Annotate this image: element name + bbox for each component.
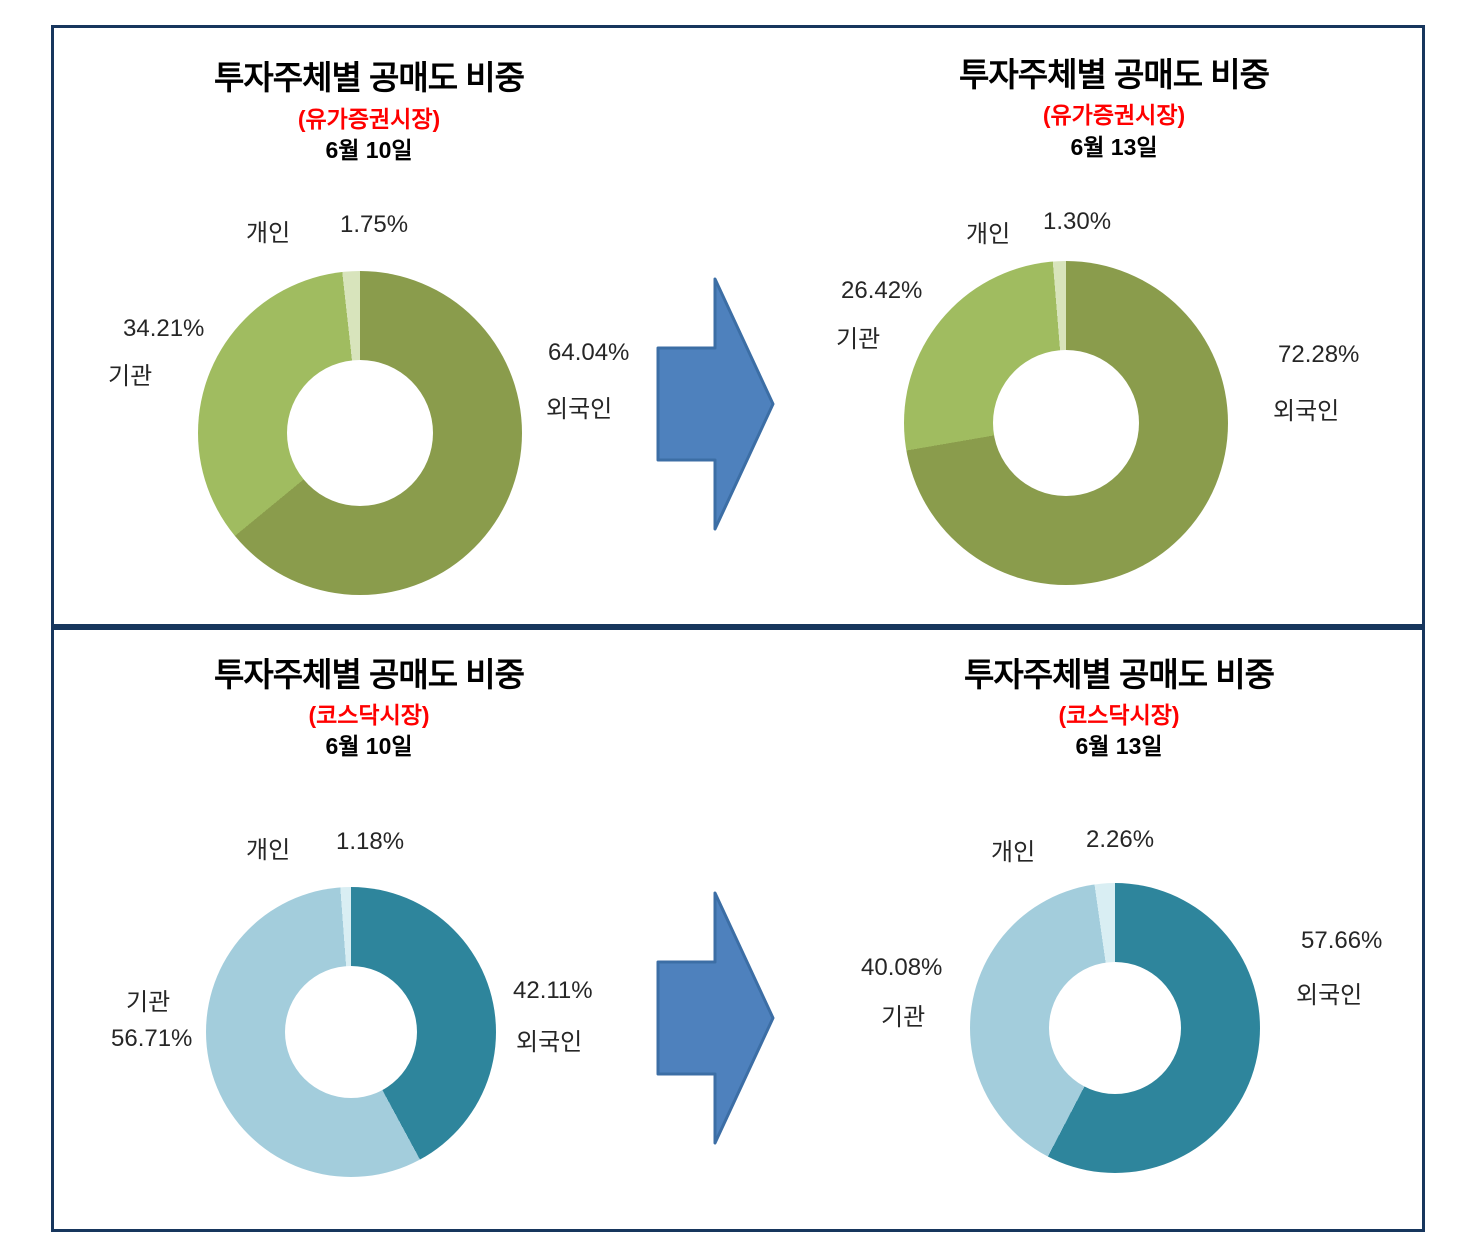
donut-chart-kosdaq-0610 <box>206 887 496 1177</box>
label-individual: 개인 <box>966 221 1011 248</box>
donut-hole <box>993 350 1139 496</box>
panel-kosdaq: 투자주체별 공매도 비중 (코스닥시장) 6월 10일 개인 1.18% 기관 … <box>51 627 1425 1232</box>
label-foreigner-value: 64.04% <box>548 339 630 366</box>
chart-subtitle: (유가증권시장) <box>1042 102 1186 128</box>
label-institution: 기관 <box>836 326 881 353</box>
label-individual: 개인 <box>246 220 291 247</box>
label-individual: 개인 <box>991 839 1036 866</box>
chart-title: 투자주체별 공매도 비중 <box>959 56 1270 93</box>
label-individual-value: 1.18% <box>336 828 405 855</box>
donut-hole <box>285 966 417 1098</box>
label-individual-value: 2.26% <box>1086 826 1155 853</box>
label-foreigner-value: 42.11% <box>513 977 593 1004</box>
label-individual-value: 1.30% <box>1043 208 1112 235</box>
label-institution-value: 56.71% <box>111 1025 193 1052</box>
label-institution-value: 40.08% <box>861 954 943 981</box>
chart-subtitle: (유가증권시장) <box>297 106 441 132</box>
label-institution: 기관 <box>881 1004 926 1031</box>
label-foreigner: 외국인 <box>1273 398 1340 425</box>
chart-date: 6월 13일 <box>1075 733 1163 759</box>
label-individual-value: 1.75% <box>340 211 409 238</box>
donut-chart-kospi-0613 <box>904 261 1228 585</box>
donut-hole <box>287 360 433 506</box>
donut-chart-kospi-0610 <box>198 271 522 595</box>
donut-chart-kosdaq-0613 <box>970 883 1260 1173</box>
label-foreigner: 외국인 <box>1296 982 1363 1009</box>
chart-title: 투자주체별 공매도 비중 <box>964 656 1275 693</box>
chart-date: 6월 13일 <box>1070 134 1158 160</box>
label-individual: 개인 <box>246 837 291 864</box>
label-institution-value: 34.21% <box>123 315 205 342</box>
label-foreigner: 외국인 <box>516 1029 583 1056</box>
chart-subtitle: (코스닥시장) <box>308 702 430 728</box>
label-foreigner-value: 72.28% <box>1278 341 1360 368</box>
chart-title: 투자주체별 공매도 비중 <box>214 656 525 693</box>
label-foreigner: 외국인 <box>546 396 613 423</box>
chart-date: 6월 10일 <box>325 137 413 163</box>
right-arrow-icon <box>656 891 775 1145</box>
label-institution-value: 26.42% <box>841 277 923 304</box>
donut-hole <box>1049 962 1181 1094</box>
label-foreigner-value: 57.66% <box>1301 927 1383 954</box>
label-institution: 기관 <box>108 363 153 390</box>
chart-subtitle: (코스닥시장) <box>1058 702 1180 728</box>
panel-kospi: 투자주체별 공매도 비중 (유가증권시장) 6월 10일 개인 1.75% 34… <box>51 25 1425 627</box>
label-institution: 기관 <box>126 989 171 1016</box>
chart-title: 투자주체별 공매도 비중 <box>214 59 525 96</box>
chart-date: 6월 10일 <box>325 733 413 759</box>
right-arrow-icon <box>656 277 775 531</box>
